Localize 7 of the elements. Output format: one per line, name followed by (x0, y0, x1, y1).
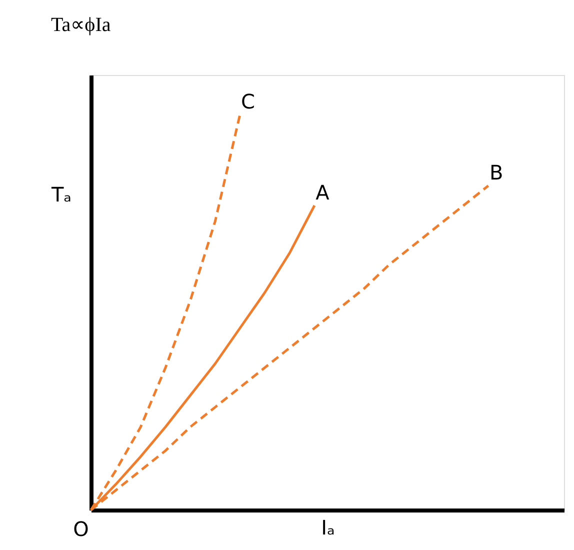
series-label: B (489, 160, 504, 185)
text: O (73, 517, 89, 541)
y-axis-title: Tₐ (50, 182, 72, 206)
x-axis-title: Iₐ (321, 516, 335, 540)
chart-title: Ta∝ϕIa (50, 14, 111, 36)
series-label: C (241, 90, 255, 114)
series-label: A (316, 180, 330, 204)
